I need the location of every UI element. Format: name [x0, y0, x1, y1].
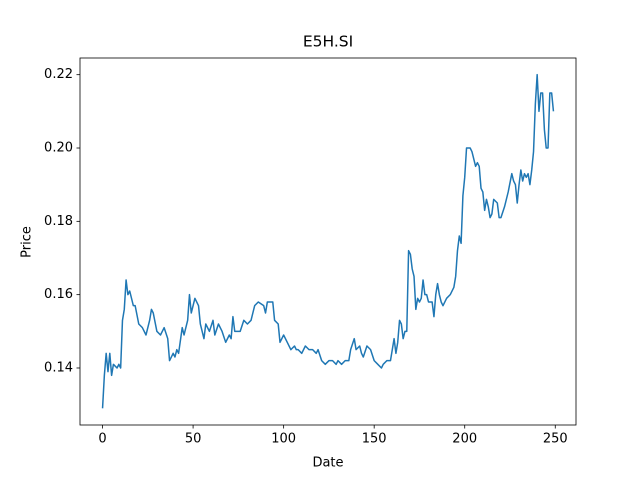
x-tick-label: 0 [98, 432, 106, 447]
y-axis-label: Price [20, 226, 35, 258]
price-line [101, 73, 555, 409]
y-tick-label: 0.20 [44, 141, 73, 156]
chart-title: E5H.SI [303, 33, 353, 51]
x-tick-label: 50 [185, 432, 202, 447]
x-tick-label: 250 [543, 432, 568, 447]
x-axis-label: Date [312, 456, 343, 471]
y-tick-label: 0.14 [44, 360, 73, 375]
x-tick-label: 200 [452, 432, 477, 447]
y-tick-label: 0.18 [44, 214, 73, 229]
y-tick-label: 0.22 [44, 67, 73, 82]
plot-frame [79, 57, 577, 426]
x-tick-label: 150 [362, 432, 387, 447]
y-tick-label: 0.16 [44, 287, 73, 302]
x-tick-label: 100 [271, 432, 296, 447]
